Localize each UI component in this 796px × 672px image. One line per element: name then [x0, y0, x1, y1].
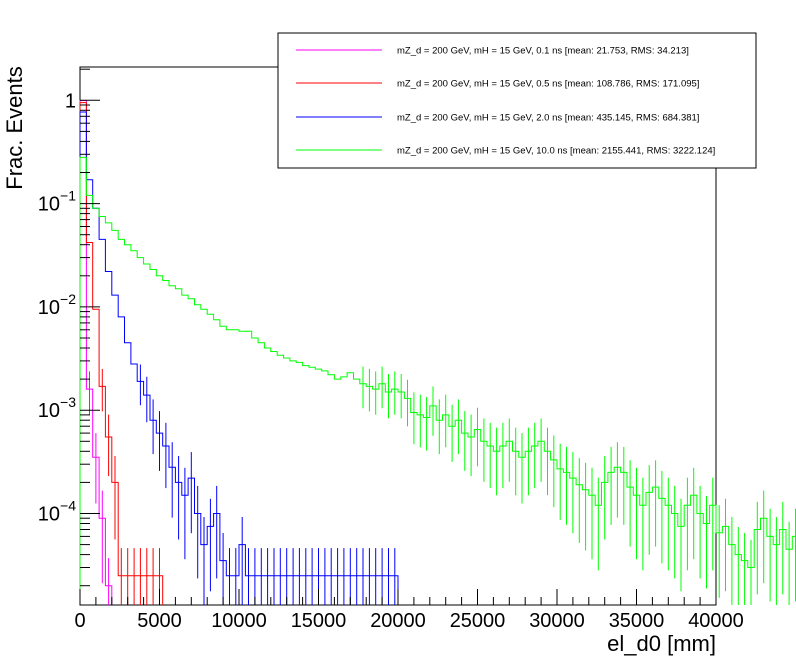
- legend-label-3: mZ_d = 200 GeV, mH = 15 GeV, 10.0 ns [me…: [397, 146, 715, 157]
- series-1: [79, 102, 164, 605]
- y-tick-label: 10−3: [38, 394, 76, 422]
- legend-label-1: mZ_d = 200 GeV, mH = 15 GeV, 0.5 ns [mea…: [397, 79, 699, 90]
- y-axis-title: Frac. Events: [2, 66, 27, 189]
- axes-layer: [79, 68, 717, 605]
- x-tick-label: 35000: [609, 610, 665, 632]
- x-axis-title: el_d0 [mm]: [607, 631, 716, 656]
- x-tick-label: 5000: [137, 610, 182, 632]
- tick-label-layer: 0 5000 10000 15000 20000 25000 30000 35000 40000…: [38, 90, 744, 632]
- y-tick-label: 10−2: [38, 291, 76, 319]
- y-tick-label: 10−4: [38, 498, 76, 526]
- legend-label-2: mZ_d = 200 GeV, mH = 15 GeV, 2.0 ns [mea…: [397, 113, 699, 124]
- series-line-2: [79, 111, 399, 605]
- series-line-3: [79, 156, 796, 605]
- x-tick-label: 30000: [529, 610, 585, 632]
- x-tick-label: 15000: [291, 610, 347, 632]
- x-tick-label: 10000: [211, 610, 267, 632]
- series-2: [79, 111, 399, 605]
- legend-box: [277, 32, 757, 169]
- legend: mZ_d = 200 GeV, mH = 15 GeV, 0.1 ns [mea…: [277, 32, 757, 169]
- x-tick-label: 25000: [450, 610, 506, 632]
- series-layer: [79, 100, 796, 605]
- y-tick-label: 10−1: [38, 188, 76, 216]
- x-tick-label: 40000: [688, 610, 744, 632]
- x-tick-label: 0: [74, 610, 85, 632]
- y-tick-label: 1: [65, 90, 76, 112]
- x-tick-label: 20000: [370, 610, 426, 632]
- legend-label-0: mZ_d = 200 GeV, mH = 15 GeV, 0.1 ns [mea…: [397, 46, 689, 57]
